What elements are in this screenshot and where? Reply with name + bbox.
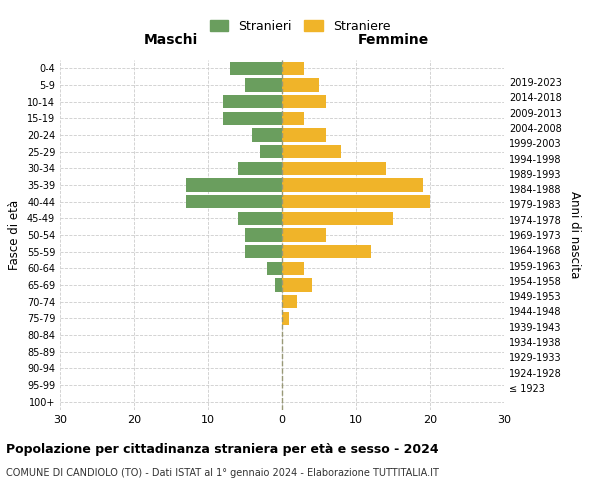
Bar: [282, 262, 304, 275]
Bar: [282, 278, 311, 291]
Bar: [186, 178, 282, 192]
Bar: [282, 212, 393, 225]
Bar: [282, 162, 386, 175]
Bar: [282, 128, 326, 141]
Bar: [282, 295, 297, 308]
Bar: [238, 212, 282, 225]
Bar: [275, 278, 282, 291]
Bar: [186, 195, 282, 208]
Bar: [282, 62, 304, 75]
Bar: [282, 312, 289, 325]
Y-axis label: Anni di nascita: Anni di nascita: [568, 192, 581, 278]
Bar: [282, 178, 422, 192]
Bar: [238, 162, 282, 175]
Bar: [223, 112, 282, 125]
Legend: Stranieri, Straniere: Stranieri, Straniere: [206, 16, 394, 37]
Text: Femmine: Femmine: [358, 32, 428, 46]
Bar: [282, 245, 371, 258]
Bar: [253, 128, 282, 141]
Bar: [245, 78, 282, 92]
Y-axis label: Fasce di età: Fasce di età: [8, 200, 21, 270]
Bar: [230, 62, 282, 75]
Bar: [282, 145, 341, 158]
Bar: [282, 195, 430, 208]
Bar: [282, 95, 326, 108]
Bar: [282, 78, 319, 92]
Text: COMUNE DI CANDIOLO (TO) - Dati ISTAT al 1° gennaio 2024 - Elaborazione TUTTITALI: COMUNE DI CANDIOLO (TO) - Dati ISTAT al …: [6, 468, 439, 477]
Bar: [223, 95, 282, 108]
Bar: [267, 262, 282, 275]
Text: Maschi: Maschi: [144, 32, 198, 46]
Text: Popolazione per cittadinanza straniera per età e sesso - 2024: Popolazione per cittadinanza straniera p…: [6, 442, 439, 456]
Bar: [260, 145, 282, 158]
Bar: [245, 228, 282, 241]
Bar: [282, 228, 326, 241]
Bar: [282, 112, 304, 125]
Bar: [245, 245, 282, 258]
